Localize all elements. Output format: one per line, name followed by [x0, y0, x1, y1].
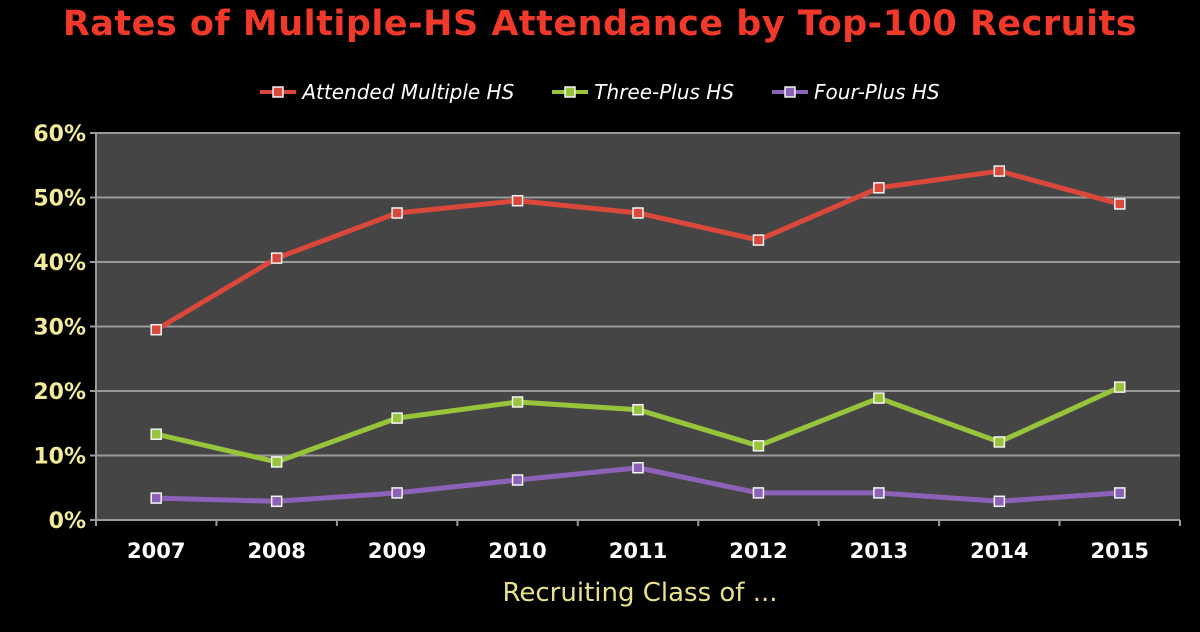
data-point [391, 487, 403, 499]
legend: Attended Multiple HS Three-Plus HS Four-Pl… [0, 80, 1200, 104]
x-tick-label: 2010 [488, 539, 546, 563]
data-point [752, 440, 765, 452]
legend-marker [552, 86, 589, 98]
legend-item: Three-Plus HS [552, 80, 734, 104]
data-point [270, 252, 283, 264]
legend-label: Three-Plus HS [594, 80, 735, 104]
data-point [391, 412, 403, 424]
x-tick-label: 2007 [127, 539, 185, 563]
y-tick-label: 60% [33, 122, 86, 147]
y-tick-label: 20% [33, 380, 86, 405]
data-point [752, 487, 765, 499]
x-axis-label: Recruiting Class of ... [502, 578, 778, 608]
legend-label: Attended Multiple HS [302, 80, 515, 104]
x-tick-label: 2015 [1091, 539, 1149, 563]
data-point [632, 462, 644, 474]
data-point [391, 207, 403, 219]
legend-marker [260, 86, 297, 98]
y-tick-label: 40% [33, 251, 86, 276]
legend-marker [772, 86, 809, 98]
legend-item: Four-Plus HS [772, 80, 940, 104]
chart-title: Rates of Multiple-HS Attendance by Top-1… [62, 4, 1138, 44]
data-point [270, 456, 283, 468]
data-point [993, 165, 1006, 177]
legend-item: Attended Multiple HS [260, 80, 514, 104]
data-point [632, 403, 644, 416]
x-tick-label: 2009 [368, 539, 426, 563]
data-point [150, 428, 162, 440]
data-point [150, 323, 162, 336]
data-point [873, 182, 885, 194]
y-tick-label: 10% [33, 445, 86, 470]
data-point [993, 495, 1006, 508]
x-tick-label: 2012 [729, 539, 787, 563]
x-tick-label: 2013 [850, 539, 908, 563]
x-tick-label: 2008 [247, 539, 305, 563]
data-point [993, 436, 1006, 448]
y-tick-label: 30% [33, 316, 86, 341]
data-point [270, 495, 283, 508]
data-point [1114, 198, 1126, 210]
data-point [1114, 381, 1126, 393]
data-point [150, 492, 162, 504]
data-point [752, 234, 765, 246]
legend-label: Four-Plus HS [814, 80, 940, 104]
data-point [873, 487, 885, 499]
data-point [873, 392, 885, 404]
y-tick-label: 50% [33, 187, 86, 212]
data-point [1114, 487, 1126, 499]
data-point [632, 207, 644, 219]
y-tick-label: 0% [49, 509, 86, 534]
data-point [511, 396, 524, 408]
x-tick-label: 2014 [970, 539, 1028, 563]
data-point [511, 474, 524, 486]
data-point [511, 194, 524, 207]
x-tick-label: 2011 [609, 539, 667, 563]
